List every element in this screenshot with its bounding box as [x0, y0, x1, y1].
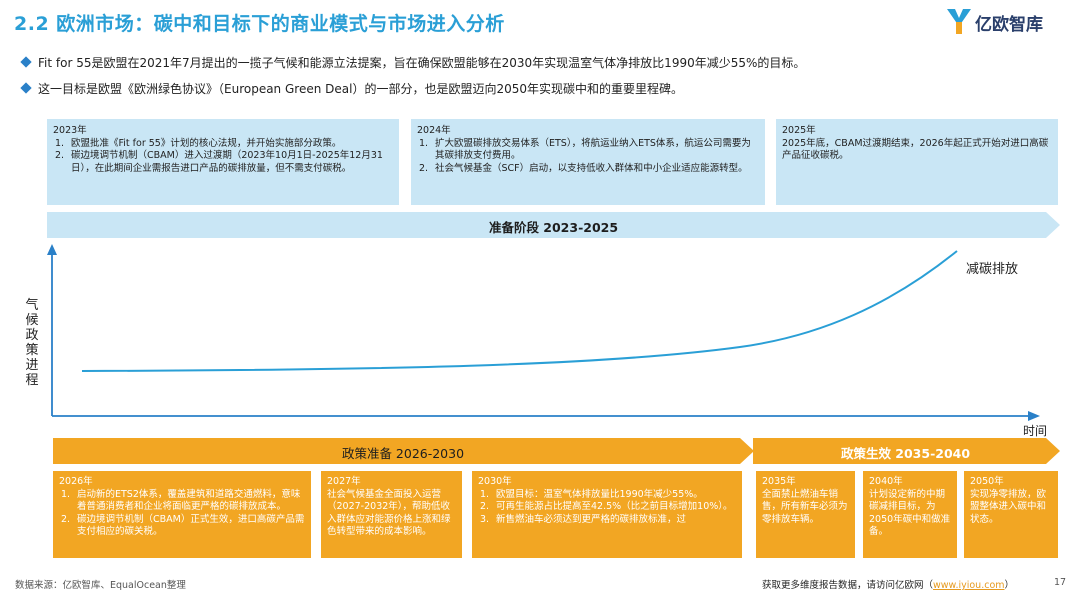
- milestone-item: 1. 扩大欧盟碳排放交易体系（ETS），将航运业纳入ETS体系，航运公司需要为其…: [417, 138, 759, 163]
- page-title: 2.2 欧洲市场：碳中和目标下的商业模式与市场进入分析: [14, 13, 505, 35]
- item-number: 2.: [419, 162, 429, 174]
- milestone-year: 2040年: [869, 476, 903, 487]
- item-number: 1.: [61, 488, 71, 500]
- milestone-item: 1. 欧盟目标：温室气体排放量比1990年减少55%。: [478, 489, 736, 502]
- x-axis-label: 时间: [1023, 424, 1048, 438]
- item-text: 扩大欧盟碳排放交易体系（ETS），将航运业纳入ETS体系，航运公司需要为其碳排放…: [435, 137, 751, 162]
- milestone-box-2025: 2025年 2025年底，CBAM过渡期结束，2026年起正式开始对进口高碳产品…: [776, 119, 1058, 205]
- milestone-text: 计划设定新的中期碳减排目标，为2050年碳中和做准备。: [869, 488, 951, 538]
- milestone-year: 2026年: [59, 476, 93, 487]
- prep-stage-arrow: [47, 212, 1060, 238]
- milestone-item: 2. 社会气候基金（SCF）启动，以支持低收入群体和中小企业适应能源转型。: [417, 163, 759, 176]
- milestone-year: 2035年: [762, 476, 796, 487]
- milestone-text: 实现净零排放，欧盟整体进入碳中和状态。: [970, 488, 1047, 525]
- website-link[interactable]: www.iyiou.com: [933, 580, 1005, 591]
- milestone-year: 2027年: [327, 476, 361, 487]
- item-text: 碳边境调节机制（CBAM）正式生效，进口高碳产品需支付相应的碳关税。: [77, 513, 305, 538]
- footer-text: 获取更多维度报告数据，请访问亿欧网（: [762, 580, 934, 591]
- item-number: 1.: [480, 488, 490, 500]
- item-text: 新售燃油车必须达到更严格的碳排放标准，过: [496, 513, 687, 525]
- item-number: 2.: [61, 513, 71, 525]
- bullet-item: 这一目标是欧盟《欧洲绿色协议》（European Green Deal）的一部分…: [20, 81, 1062, 107]
- milestone-box-2050: 2050年 实现净零排放，欧盟整体进入碳中和状态。: [964, 471, 1058, 558]
- milestone-year: 2030年: [478, 476, 512, 487]
- x-axis-arrowhead: [1028, 411, 1040, 421]
- policy-effect-label: 政策生效 2035-2040: [840, 446, 971, 461]
- milestone-item: 1. 启动新的ETS2体系，覆盖建筑和道路交通燃料，意味着普通消费者和企业将面临…: [59, 489, 305, 514]
- milestone-year: 2023年: [53, 125, 87, 136]
- policy-prep-arrow: [53, 438, 754, 464]
- milestone-text: 社会气候基金全面投入运营（2027-2032年），帮助低收入群体应对能源价格上涨…: [327, 488, 451, 538]
- milestone-text: 2025年底，CBAM过渡期结束，2026年起正式开始对进口高碳产品征收碳税。: [782, 137, 1049, 162]
- milestone-item: 2. 碳边境调节机制（CBAM）正式生效，进口高碳产品需支付相应的碳关税。: [59, 514, 305, 539]
- milestone-box-2030: 2030年 1. 欧盟目标：温室气体排放量比1990年减少55%。 2. 可再生…: [472, 471, 742, 558]
- milestone-year: 2024年: [417, 125, 451, 136]
- milestone-box-2040: 2040年 计划设定新的中期碳减排目标，为2050年碳中和做准备。: [863, 471, 957, 558]
- item-number: 2.: [55, 150, 65, 161]
- milestone-item: 3. 新售燃油车必须达到更严格的碳排放标准，过: [478, 514, 736, 527]
- curve-label: 减碳排放: [966, 262, 1019, 277]
- logo: 亿欧智库: [945, 6, 1075, 38]
- milestone-year: 2050年: [970, 476, 1004, 487]
- policy-prep-label: 政策准备 2026-2030: [341, 446, 465, 461]
- y-axis-label: 气候政策进程: [25, 298, 39, 388]
- footer-more-info: 获取更多维度报告数据，请访问亿欧网（www.iyiou.com）: [762, 577, 1014, 591]
- item-text: 欧盟目标：温室气体排放量比1990年减少55%。: [496, 488, 703, 500]
- milestone-box-2024: 2024年 1. 扩大欧盟碳排放交易体系（ETS），将航运业纳入ETS体系，航运…: [411, 119, 765, 205]
- milestone-item: 1. 欧盟批准《Fit for 55》计划的核心法规，并开始实施部分政策。: [53, 138, 393, 151]
- milestone-item: 2. 可再生能源占比提高至42.5%（比之前目标增加10%）。: [478, 501, 736, 514]
- milestone-box-2023: 2023年 1. 欧盟批准《Fit for 55》计划的核心法规，并开始实施部分…: [47, 119, 399, 205]
- item-text: 可再生能源占比提高至42.5%（比之前目标增加10%）。: [496, 501, 733, 512]
- milestone-box-2026: 2026年 1. 启动新的ETS2体系，覆盖建筑和道路交通燃料，意味着普通消费者…: [53, 471, 311, 558]
- bullet-text: Fit for 55是欧盟在2021年7月提出的一揽子气候和能源立法提案，旨在确…: [38, 56, 806, 70]
- logo-icon: [947, 9, 971, 34]
- footer-close: ）: [1004, 580, 1015, 591]
- bullet-text: 这一目标是欧盟《欧洲绿色协议》（European Green Deal）的一部分…: [38, 82, 683, 96]
- policy-progress-curve: [81, 250, 958, 372]
- item-text: 社会气候基金（SCF）启动，以支持低收入群体和中小企业适应能源转型。: [435, 162, 748, 174]
- page-number: 17: [1054, 577, 1067, 588]
- item-text: 欧盟批准《Fit for 55》计划的核心法规，并开始实施部分政策。: [71, 137, 342, 149]
- milestone-box-2027: 2027年 社会气候基金全面投入运营（2027-2032年），帮助低收入群体应对…: [321, 471, 462, 558]
- item-text: 启动新的ETS2体系，覆盖建筑和道路交通燃料，意味着普通消费者和企业将面临更严格…: [77, 488, 301, 513]
- milestone-text: 全面禁止燃油车销售，所有新车必须为零排放车辆。: [762, 488, 848, 525]
- item-number: 3.: [480, 513, 490, 525]
- milestone-box-2035: 2035年 全面禁止燃油车销售，所有新车必须为零排放车辆。: [756, 471, 855, 558]
- logo-text: 亿欧智库: [975, 15, 1043, 35]
- item-number: 1.: [419, 137, 429, 149]
- prep-stage-label: 准备阶段 2023-2025: [488, 220, 619, 235]
- y-axis-arrowhead: [47, 244, 57, 255]
- item-number: 1.: [55, 137, 65, 149]
- policy-effect-arrow: [753, 438, 1060, 464]
- item-number: 2.: [480, 501, 490, 512]
- milestone-year: 2025年: [782, 125, 816, 136]
- milestone-item: 2. 碳边境调节机制（CBAM）进入过渡期（2023年10月1日-2025年12…: [53, 150, 393, 175]
- item-text: 碳边境调节机制（CBAM）进入过渡期（2023年10月1日-2025年12月31…: [71, 150, 383, 174]
- data-source: 数据来源：亿欧智库、EqualOcean整理: [15, 580, 186, 591]
- intro-bullets: Fit for 55是欧盟在2021年7月提出的一揽子气候和能源立法提案，旨在确…: [20, 55, 1062, 107]
- bullet-item: Fit for 55是欧盟在2021年7月提出的一揽子气候和能源立法提案，旨在确…: [20, 55, 1062, 81]
